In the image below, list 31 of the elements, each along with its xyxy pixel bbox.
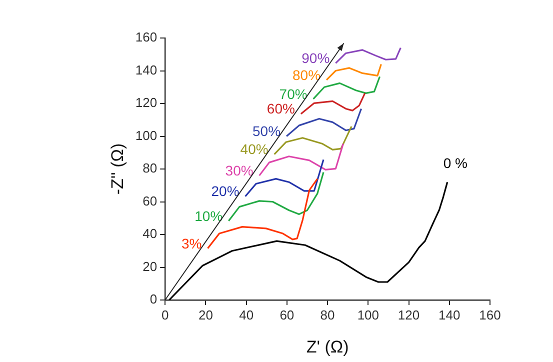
series-label: 60% [266, 100, 295, 117]
x-tick-label: 60 [280, 307, 294, 322]
series-label: 10% [194, 208, 223, 224]
series-label: 40% [240, 141, 268, 158]
y-tick-label: 0 [150, 292, 158, 307]
y-tick-label: 80 [142, 160, 158, 176]
series-label: 50% [252, 123, 281, 140]
x-tick-label: 40 [239, 307, 254, 322]
series-label: 80% [292, 66, 321, 83]
y-tick-label: 60 [142, 193, 158, 208]
series-label: 90% [302, 50, 330, 66]
y-tick-label: 140 [135, 62, 158, 78]
series-label: 0 % [443, 154, 468, 171]
x-tick-label: 140 [438, 307, 460, 322]
x-tick-label: 80 [320, 307, 335, 322]
y-tick-label: 100 [135, 128, 158, 143]
x-tick-label: 100 [357, 307, 380, 322]
y-tick-label: 160 [135, 30, 158, 45]
y-tick-label: 20 [142, 258, 158, 274]
series-label: 30% [225, 162, 254, 178]
y-axis-title: -Z'' (Ω) [108, 143, 127, 195]
x-tick-label: 160 [479, 307, 501, 322]
x-axis-title: Z' (Ω) [306, 337, 349, 356]
series-label: 70% [279, 86, 308, 102]
series-label: 20% [211, 183, 240, 200]
y-tick-label: 120 [135, 95, 158, 110]
x-tick-label: 0 [161, 307, 169, 322]
x-tick-label: 120 [398, 307, 420, 322]
y-tick-label: 40 [142, 226, 158, 242]
series-label: 3% [182, 235, 202, 252]
x-tick-label: 20 [198, 307, 213, 322]
